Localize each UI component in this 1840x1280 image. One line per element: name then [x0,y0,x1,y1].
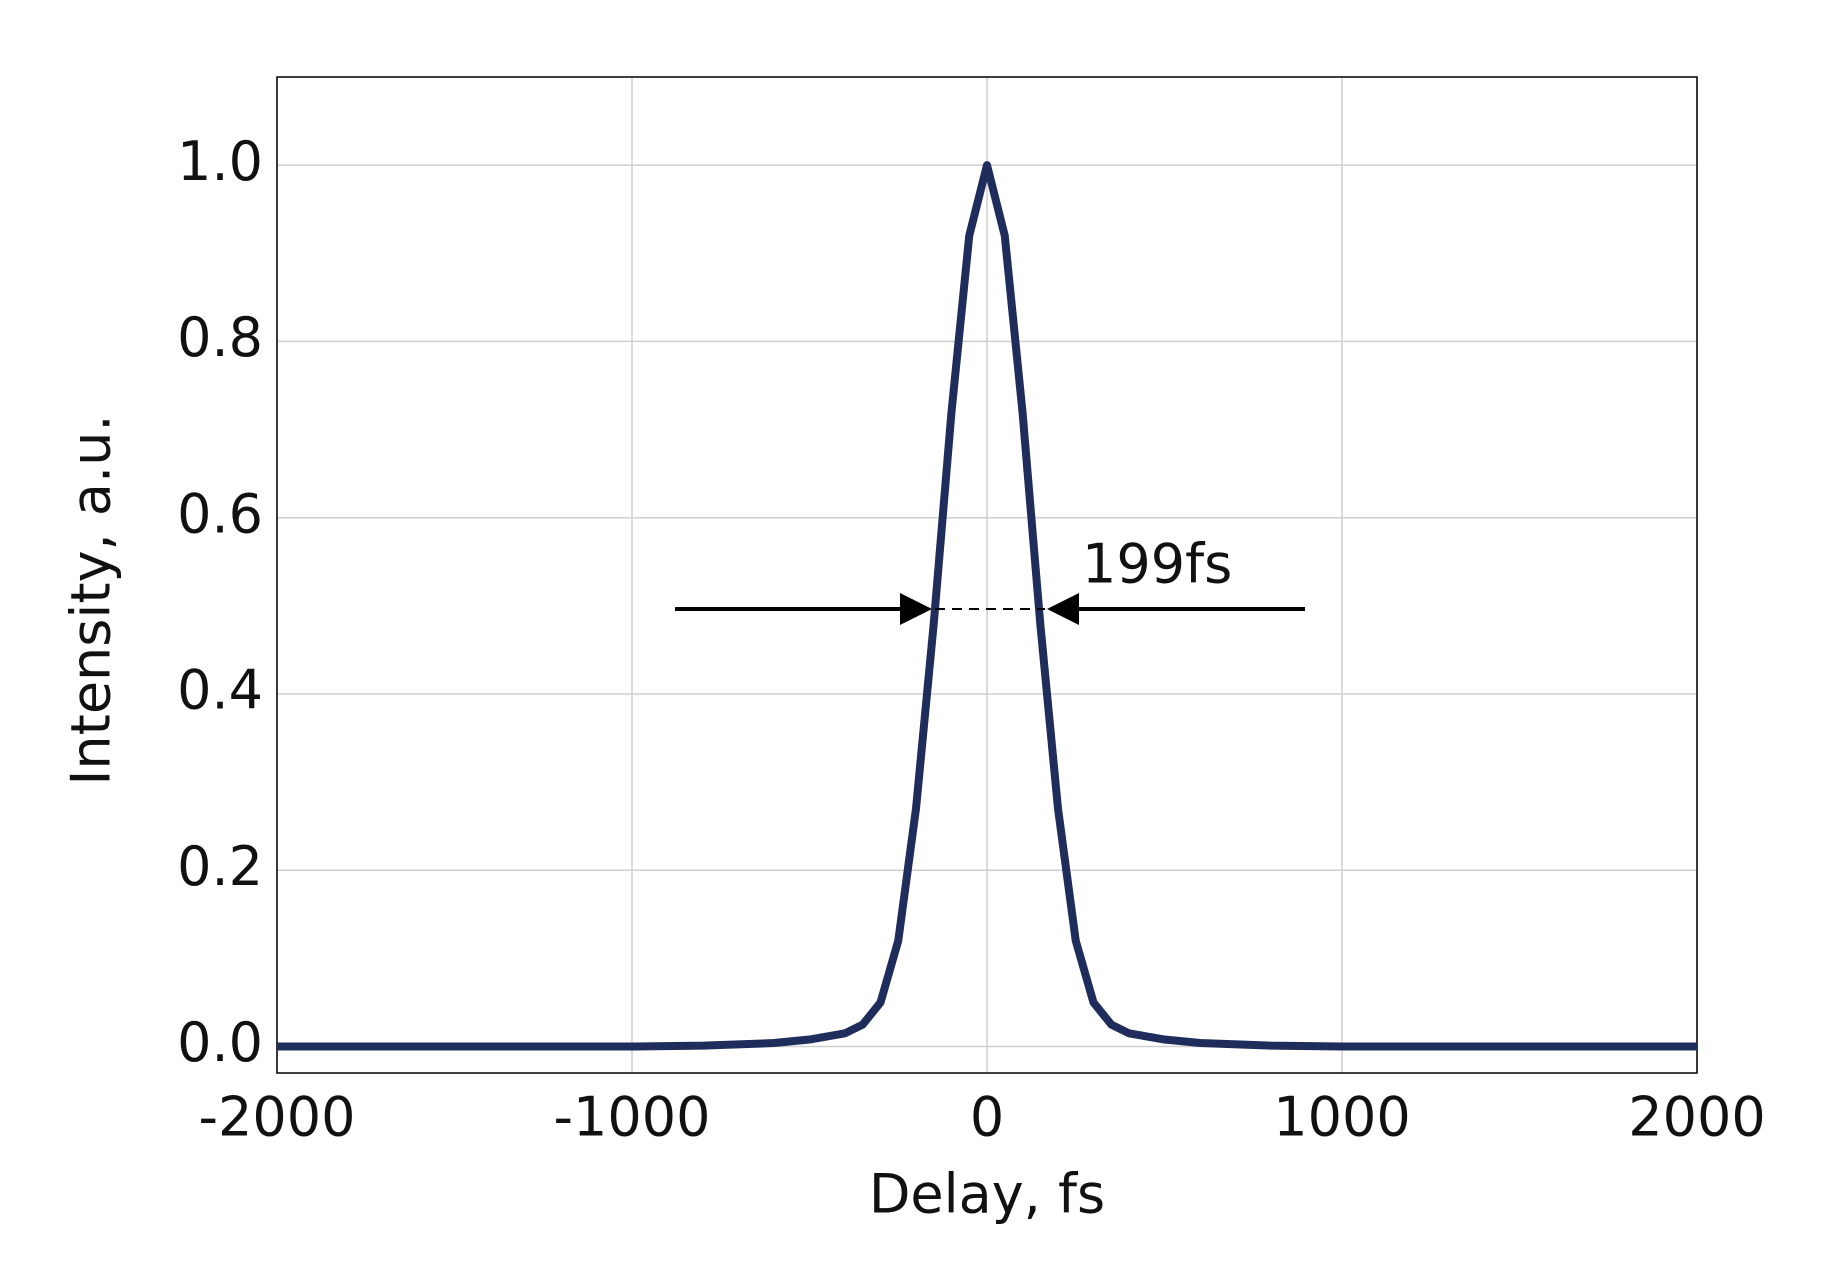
x-axis-label: Delay, fs [869,1163,1105,1226]
x-tick-label: 1000 [1273,1086,1410,1149]
y-axis-label: Intensity, a.u. [60,414,123,785]
x-tick-label: -2000 [199,1086,356,1149]
x-tick-label: -1000 [554,1086,711,1149]
annotation: 199fs [1082,533,1232,596]
plot-frame [276,76,1698,1074]
y-tick-label: 0.8 [177,306,263,369]
x-tick-label: 0 [970,1086,1004,1149]
y-tick-label: 0.4 [177,659,263,722]
x-tick-label: 2000 [1628,1086,1765,1149]
y-tick-label: 0.2 [177,835,263,898]
y-tick-label: 0.0 [177,1011,263,1074]
y-tick-label: 0.6 [177,482,263,545]
y-tick-label: 1.0 [177,130,263,193]
data-line [277,161,1697,1051]
